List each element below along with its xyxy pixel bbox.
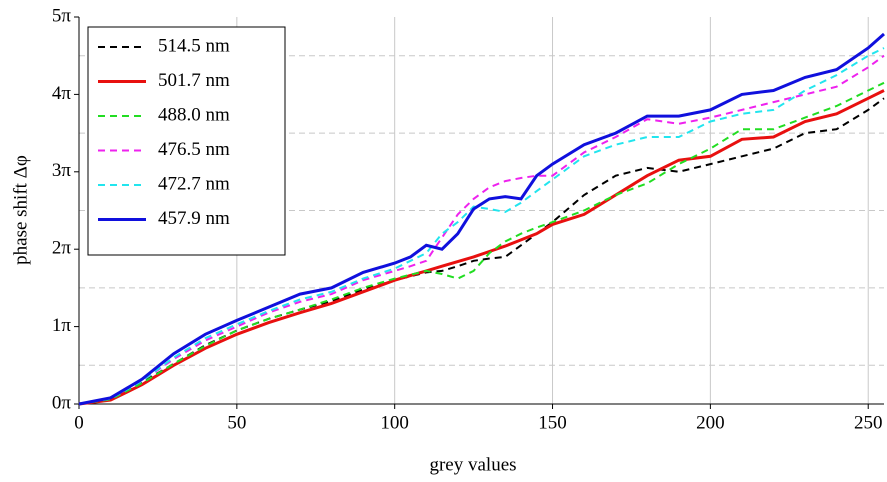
legend-label: 488.0 nm [158, 104, 230, 125]
x-tick-label: 50 [227, 412, 246, 433]
series-line [78, 89, 885, 406]
x-tick-label: 150 [538, 412, 567, 433]
x-tick-label: 250 [854, 412, 883, 433]
x-tick-label: 200 [696, 412, 725, 433]
legend-label: 457.9 nm [158, 208, 230, 229]
y-tick-label: 5π [52, 5, 72, 26]
series-line [78, 81, 885, 405]
y-tick-label: 2π [52, 238, 72, 259]
series-line [78, 54, 885, 405]
y-axis-label: phase shift Δφ [10, 155, 31, 265]
x-tick-label: 0 [74, 412, 84, 433]
legend-box [87, 26, 286, 256]
y-tick-label: 0π [52, 392, 72, 413]
y-tick-label: 4π [52, 83, 72, 104]
legend-label: 476.5 nm [158, 139, 230, 160]
legend-label: 514.5 nm [158, 35, 230, 56]
x-axis-label: grey values [429, 454, 516, 475]
y-tick-label: 1π [52, 315, 72, 336]
y-tick-label: 3π [52, 160, 72, 181]
series-line [78, 32, 885, 406]
legend-label: 501.7 nm [158, 70, 230, 91]
x-tick-label: 100 [380, 412, 409, 433]
legend-label: 472.7 nm [158, 173, 230, 194]
series-line [78, 47, 885, 405]
